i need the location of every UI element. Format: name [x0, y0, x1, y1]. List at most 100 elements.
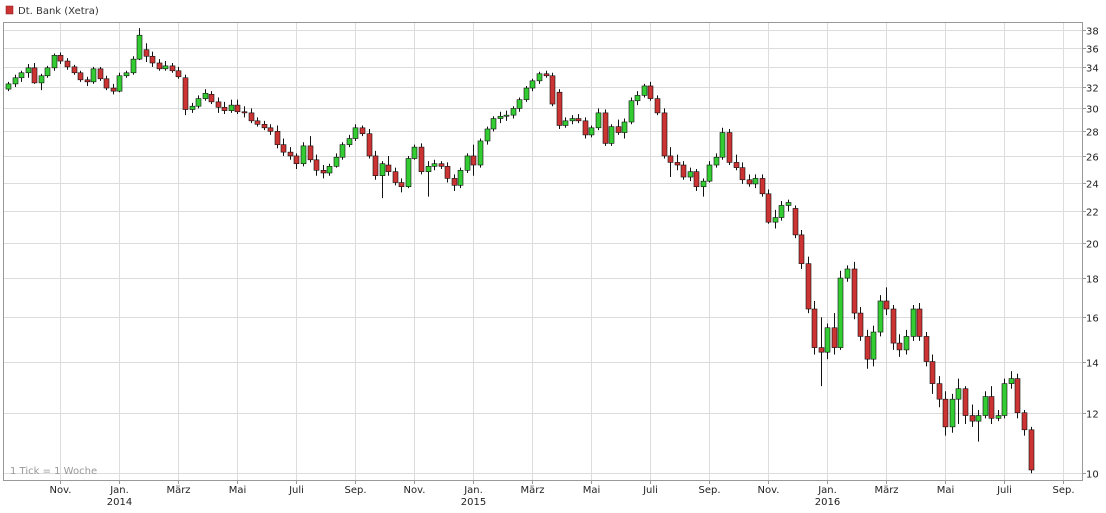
candle — [261, 120, 268, 131]
candle — [267, 124, 274, 135]
candle-body-down — [267, 127, 274, 132]
candle — [811, 300, 818, 355]
candle-body-up — [529, 80, 536, 89]
candle — [877, 295, 884, 337]
candle — [523, 85, 530, 102]
candle-body-up — [608, 126, 615, 144]
candle-body-down — [372, 155, 379, 176]
candle — [385, 155, 392, 176]
candle — [772, 209, 779, 229]
candle-body-up — [12, 77, 19, 85]
candle — [844, 265, 851, 282]
candle-body-up — [411, 146, 418, 159]
candle — [628, 97, 635, 125]
candle — [156, 59, 163, 71]
plot-frame — [3, 22, 1083, 481]
candle — [366, 128, 373, 159]
candle-body-down — [831, 327, 838, 348]
candle — [923, 332, 930, 367]
candle — [634, 91, 641, 106]
candle — [189, 102, 196, 113]
candle — [438, 161, 445, 169]
candle-body-down — [169, 65, 176, 72]
candle-body-down — [392, 171, 399, 183]
x-tick-label: Sep. — [344, 485, 366, 496]
candle-body-up — [379, 163, 386, 176]
candle-body-down — [582, 120, 589, 136]
candle — [1021, 409, 1028, 436]
candle — [516, 97, 523, 112]
candle — [778, 201, 785, 221]
candle-body-up — [5, 83, 12, 90]
candle-body-down — [1021, 412, 1028, 431]
candle — [451, 174, 458, 191]
candle — [110, 83, 117, 95]
x-tick-label: Juli — [996, 485, 1012, 496]
candle — [464, 153, 471, 173]
candle — [831, 313, 838, 355]
candle — [543, 70, 550, 78]
candle — [746, 174, 753, 187]
candle-body-up — [90, 68, 97, 83]
candle-body-down — [175, 70, 182, 78]
legend-title: Dt. Bank (Xetra) — [18, 6, 99, 17]
candle — [143, 43, 150, 63]
candle-body-down — [1028, 429, 1035, 471]
candle — [130, 56, 137, 75]
candle-body-up — [25, 67, 32, 74]
candle — [18, 70, 25, 82]
candle-body-down — [969, 415, 976, 422]
candle — [320, 165, 327, 179]
candle — [857, 306, 864, 341]
y-tick-label: 24 — [1086, 180, 1099, 191]
candle — [339, 142, 346, 160]
candle-body-down — [857, 312, 864, 337]
candle — [674, 154, 681, 171]
candle — [444, 162, 451, 183]
candle-body-down — [182, 77, 189, 110]
candle — [864, 329, 871, 369]
candle — [975, 409, 982, 442]
candle-body-up — [523, 87, 530, 100]
candle — [123, 70, 130, 78]
candle — [313, 154, 320, 176]
candle — [870, 325, 877, 367]
interval-note: 1 Tick = 1 Woche — [10, 466, 97, 477]
candle-body-up — [870, 331, 877, 360]
candle-body-up — [588, 127, 595, 136]
candle-body-down — [988, 396, 995, 419]
candle-body-up — [44, 67, 51, 77]
candle-body-down — [31, 67, 38, 84]
candle — [307, 136, 314, 163]
candle-body-up — [228, 104, 235, 111]
candle-body-up — [562, 120, 569, 126]
candle — [287, 147, 294, 160]
candle — [280, 138, 287, 156]
candle — [916, 302, 923, 341]
candle-body-down — [280, 144, 287, 153]
candle — [418, 143, 425, 175]
candle — [77, 70, 84, 82]
candle-body-down — [765, 193, 772, 223]
candle — [470, 144, 477, 176]
candle-body-up — [352, 127, 359, 139]
candle — [90, 66, 97, 84]
x-tick-label: Sep. — [1052, 485, 1074, 496]
candle-body-up — [477, 140, 484, 166]
candle — [792, 205, 799, 239]
candle-body-down — [451, 178, 458, 186]
candle-body-up — [687, 171, 694, 178]
candle-body-down — [261, 123, 268, 129]
candle-body-down — [674, 162, 681, 166]
candle — [503, 110, 510, 121]
candle — [234, 99, 241, 115]
x-year-label: 2015 — [461, 497, 486, 508]
candle — [936, 376, 943, 408]
candle — [903, 329, 910, 355]
candle-body-up — [51, 55, 58, 69]
candle-body-up — [700, 180, 707, 188]
candle-body-up — [569, 118, 576, 122]
candle-body-up — [785, 202, 792, 206]
candle — [988, 386, 995, 424]
